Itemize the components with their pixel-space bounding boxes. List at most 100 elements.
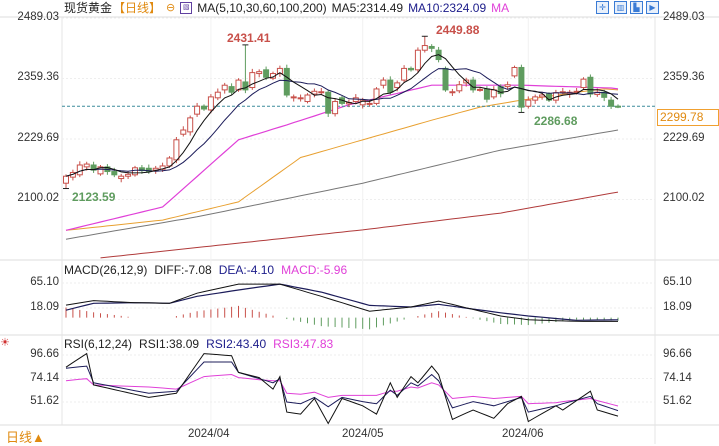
candle-body xyxy=(145,167,152,173)
candle xyxy=(173,137,180,164)
ma60-line xyxy=(65,88,619,231)
candle-body xyxy=(532,96,539,101)
rsi3-line xyxy=(65,373,619,407)
candle-body xyxy=(449,91,456,94)
candle-body xyxy=(483,88,490,100)
rsi-tick: 96.66 xyxy=(663,348,692,360)
ma-params: MA(5,10,30,60,100,200) xyxy=(197,1,327,15)
candle xyxy=(456,81,463,94)
candle xyxy=(214,88,221,101)
candle xyxy=(304,93,311,104)
rsi1-value: RSI1:38.09 xyxy=(139,337,200,351)
macd-tick: 65.10 xyxy=(30,276,59,288)
high-annotation: 2431.41 xyxy=(227,31,271,45)
y-tick-left: 2359.36 xyxy=(17,71,59,83)
rsi-tick: 74.14 xyxy=(30,372,59,384)
candle-body xyxy=(408,67,414,71)
rsi-settings-icon[interactable]: ☀ xyxy=(0,337,10,349)
candle xyxy=(90,161,97,173)
macd-diff: DIFF:-7.08 xyxy=(154,263,212,277)
rsi-tick: 96.66 xyxy=(30,348,59,360)
candle xyxy=(242,44,249,94)
candle-body xyxy=(387,79,394,93)
candle-body xyxy=(118,175,125,180)
candle-body xyxy=(525,99,532,107)
period-toggle-button[interactable]: 日线▲ xyxy=(6,430,45,445)
period-label[interactable]: 【日线】 xyxy=(113,1,162,15)
candle xyxy=(311,88,318,98)
ma5-line xyxy=(65,54,619,177)
macd-diff-line xyxy=(65,283,618,322)
candle-body xyxy=(290,96,297,99)
rsi2-value: RSI2:43.40 xyxy=(206,337,267,351)
candle-body xyxy=(580,78,587,89)
macd-tick: 18.09 xyxy=(30,301,59,313)
rsi-tick: 51.62 xyxy=(663,395,692,407)
settings-icon[interactable]: ⊖ xyxy=(166,2,176,14)
low-annotation: 2286.68 xyxy=(534,114,578,128)
candle-body xyxy=(166,157,173,167)
macd-tick: 65.10 xyxy=(663,276,692,288)
candle-body xyxy=(201,105,207,110)
rsi-tick: 51.62 xyxy=(30,395,59,407)
candle-body xyxy=(180,129,187,135)
chart-export-icon[interactable]: ▙ xyxy=(630,1,643,14)
candle-body xyxy=(325,91,332,114)
crosshair-icon[interactable]: ✛ xyxy=(596,1,609,14)
ma30-value: MA xyxy=(491,1,510,15)
y-tick-right: 2359.36 xyxy=(663,71,705,83)
y-tick-right: 2100.02 xyxy=(663,192,705,204)
ma5-value: MA5:2314.49 xyxy=(331,1,404,15)
candle-body xyxy=(263,69,270,78)
ma10-value: MA10:2324.09 xyxy=(408,1,487,15)
candle-body xyxy=(228,86,235,93)
chart-layout-icon[interactable]: ▥ xyxy=(614,1,627,14)
y-tick-right: 2489.03 xyxy=(663,11,705,23)
candle-body xyxy=(615,105,621,108)
y-tick-left: 2489.03 xyxy=(17,11,59,23)
candle xyxy=(132,165,138,177)
candle-body xyxy=(311,90,318,95)
candle-body xyxy=(394,82,401,89)
candle xyxy=(401,65,408,83)
candle-body xyxy=(442,67,449,91)
macd-tick: 18.09 xyxy=(663,301,692,313)
candle-body xyxy=(214,91,221,99)
candle-body xyxy=(173,139,180,161)
last-price-tag: 2299.78 xyxy=(657,109,719,126)
candle-body xyxy=(249,72,256,89)
candle xyxy=(477,87,483,92)
indicator-icon[interactable]: ▧ xyxy=(180,2,193,14)
candle xyxy=(421,36,428,53)
candle-body xyxy=(456,84,463,92)
candle-body xyxy=(428,45,435,49)
candle xyxy=(187,115,194,136)
candle xyxy=(256,69,263,78)
candle xyxy=(201,104,207,111)
candle-body xyxy=(511,66,518,77)
candle xyxy=(490,86,497,100)
candle xyxy=(532,94,539,104)
candle xyxy=(221,82,228,94)
candle xyxy=(290,94,297,102)
candle xyxy=(118,173,125,183)
candle-body xyxy=(97,166,104,175)
candle-body xyxy=(235,79,242,91)
candle-body xyxy=(401,67,408,81)
candle-body xyxy=(318,91,325,94)
candle-body xyxy=(207,96,214,111)
rsi2-line xyxy=(65,361,619,413)
x-tick: 2024/05 xyxy=(342,428,384,440)
candle xyxy=(511,65,518,78)
candle-body xyxy=(373,88,380,104)
candle xyxy=(249,68,256,90)
candle xyxy=(97,165,104,176)
candle xyxy=(76,161,83,178)
candle xyxy=(325,89,332,117)
macd-title: MACD(26,12,9) xyxy=(64,263,148,277)
chart-next-icon[interactable]: ▶ xyxy=(646,1,659,14)
candle-body xyxy=(63,175,69,184)
candle-body xyxy=(90,164,97,171)
candle-body xyxy=(366,102,373,105)
